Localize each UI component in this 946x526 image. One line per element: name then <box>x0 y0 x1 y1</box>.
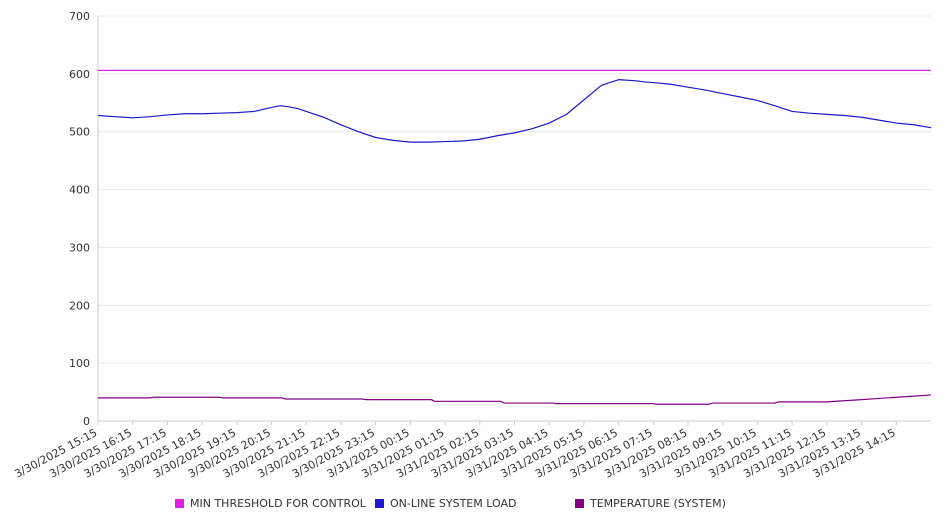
y-tick-label: 700 <box>69 10 90 23</box>
temperature-line <box>98 394 932 405</box>
legend: MIN THRESHOLD FOR CONTROL ON-LINE SYSTEM… <box>0 497 946 517</box>
legend-item-temperature[interactable]: TEMPERATURE (SYSTEM) <box>575 497 726 510</box>
legend-swatch-temperature <box>575 499 584 508</box>
legend-label-threshold: MIN THRESHOLD FOR CONTROL <box>190 497 366 510</box>
gridlines <box>98 15 931 364</box>
legend-label-system-load: ON-LINE SYSTEM LOAD <box>390 497 517 510</box>
y-tick-label: 100 <box>69 357 90 370</box>
legend-item-system-load[interactable]: ON-LINE SYSTEM LOAD <box>375 497 516 510</box>
axes <box>97 16 931 422</box>
y-tick-label: 0 <box>83 415 90 428</box>
x-axis-ticks: 3/30/2025 15:153/30/2025 16:153/30/2025 … <box>12 421 898 481</box>
y-tick-label: 600 <box>69 68 90 81</box>
y-tick-label: 300 <box>69 241 90 254</box>
y-tick-label: 500 <box>69 126 90 139</box>
legend-swatch-threshold <box>175 499 184 508</box>
legend-label-temperature: TEMPERATURE (SYSTEM) <box>590 497 726 510</box>
legend-swatch-system-load <box>375 499 384 508</box>
y-axis-ticks: 0 100 200 300 400 500 600 700 <box>69 10 90 428</box>
y-tick-label: 400 <box>69 184 90 197</box>
series-lines <box>97 69 932 405</box>
legend-item-threshold[interactable]: MIN THRESHOLD FOR CONTROL <box>175 497 366 510</box>
system-load-line <box>97 79 932 143</box>
y-tick-label: 200 <box>69 299 90 312</box>
